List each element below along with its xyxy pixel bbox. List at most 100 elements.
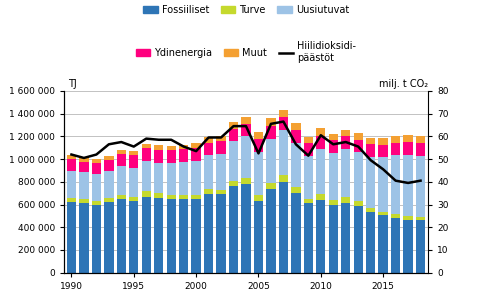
Bar [279, 117, 288, 130]
Bar [142, 191, 151, 197]
Bar [229, 141, 238, 181]
Bar [166, 163, 176, 195]
Bar [291, 123, 301, 130]
Bar [304, 198, 313, 203]
Bar [129, 151, 138, 155]
Bar [129, 197, 138, 201]
Bar [179, 199, 188, 273]
Bar [191, 148, 201, 161]
Bar [341, 130, 350, 136]
Bar [341, 203, 350, 273]
Bar [354, 206, 363, 273]
Bar [191, 199, 201, 273]
Bar [279, 130, 288, 175]
Bar [378, 157, 388, 212]
Bar [378, 145, 388, 157]
Bar [142, 144, 151, 148]
Bar [241, 184, 251, 273]
Bar [329, 200, 338, 205]
Bar [117, 150, 126, 155]
Bar [291, 143, 301, 187]
Bar [329, 134, 338, 140]
Bar [79, 161, 89, 171]
Bar [216, 136, 226, 141]
Bar [166, 195, 176, 199]
Bar [354, 201, 363, 206]
Bar [316, 200, 326, 273]
Bar [204, 189, 213, 194]
Bar [154, 198, 163, 273]
Bar [92, 201, 101, 205]
Bar [403, 135, 413, 142]
Bar [67, 155, 76, 159]
Bar [166, 150, 176, 163]
Bar [316, 128, 326, 136]
Bar [266, 188, 276, 273]
Bar [304, 203, 313, 273]
Bar [92, 174, 101, 201]
Bar [204, 143, 213, 155]
Bar [129, 201, 138, 273]
Bar [316, 136, 326, 149]
Bar [104, 156, 114, 160]
Bar [416, 156, 425, 217]
Bar [416, 136, 425, 143]
Bar [366, 212, 375, 273]
Bar [216, 141, 226, 154]
Bar [79, 171, 89, 199]
Bar [204, 155, 213, 189]
Bar [241, 178, 251, 184]
Bar [117, 199, 126, 273]
Bar [104, 198, 114, 202]
Bar [241, 136, 251, 178]
Bar [104, 171, 114, 198]
Bar [341, 149, 350, 198]
Bar [391, 143, 400, 155]
Bar [291, 187, 301, 193]
Bar [191, 161, 201, 195]
Bar [279, 110, 288, 117]
Bar [354, 140, 363, 152]
Bar [266, 118, 276, 126]
Bar [154, 163, 163, 193]
Bar [279, 182, 288, 273]
Legend: Ydinenergia, Muut, Hiilidioksidi-
päästöt: Ydinenergia, Muut, Hiilidioksidi- päästö… [136, 41, 356, 63]
Bar [354, 133, 363, 140]
Bar [241, 117, 251, 124]
Bar [204, 137, 213, 143]
Bar [329, 205, 338, 273]
Bar [241, 124, 251, 136]
Bar [391, 214, 400, 218]
Bar [378, 215, 388, 273]
Bar [366, 157, 375, 208]
Bar [266, 126, 276, 139]
Bar [341, 198, 350, 203]
Bar [67, 202, 76, 273]
Bar [79, 203, 89, 273]
Bar [266, 139, 276, 183]
Bar [216, 194, 226, 273]
Bar [129, 168, 138, 197]
Bar [316, 194, 326, 200]
Bar [403, 220, 413, 273]
Bar [92, 205, 101, 273]
Bar [142, 197, 151, 273]
Bar [191, 195, 201, 199]
Bar [254, 139, 263, 152]
Bar [179, 145, 188, 149]
Bar [154, 145, 163, 150]
Bar [216, 190, 226, 194]
Bar [316, 149, 326, 194]
Text: TJ: TJ [67, 79, 76, 89]
Bar [179, 195, 188, 199]
Bar [329, 140, 338, 153]
Legend: Fossiiliset, Turve, Uusiutuvat: Fossiiliset, Turve, Uusiutuvat [143, 5, 349, 15]
Bar [416, 217, 425, 221]
Bar [279, 175, 288, 182]
Bar [254, 152, 263, 195]
Bar [341, 136, 350, 149]
Bar [229, 128, 238, 141]
Bar [154, 150, 163, 163]
Bar [366, 144, 375, 157]
Bar [92, 163, 101, 174]
